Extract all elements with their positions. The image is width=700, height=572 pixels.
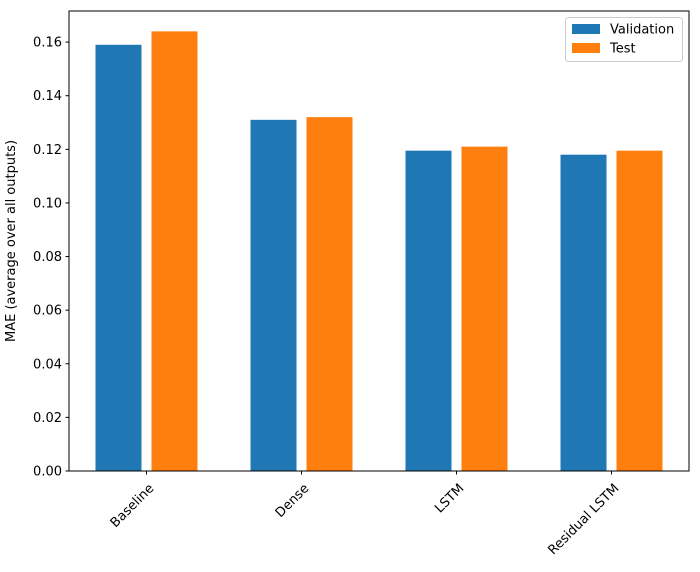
y-tick-label: 0.16 [33,36,62,51]
bar-test-residual-lstm [616,150,663,472]
legend-label-validation: Validation [610,23,674,38]
y-tick-label: 0.08 [33,250,62,265]
bar-test-lstm [461,146,508,471]
x-tick-label-dense: Dense [273,481,313,521]
bar-validation-dense [250,119,297,471]
y-axis-label: MAE (average over all outputs) [4,140,19,342]
y-tick-label: 0.06 [33,304,62,319]
legend-swatch-test [572,43,600,53]
bar-validation-baseline [95,44,142,472]
legend: Validation Test [565,17,683,62]
legend-label-test: Test [609,42,636,57]
x-tick-label-baseline: Baseline [108,481,158,531]
y-tick-label: 0.14 [33,89,62,104]
y-tick-label: 0.00 [33,465,62,480]
y-tick-label: 0.02 [33,411,62,426]
y-tick-label: 0.10 [33,196,62,211]
legend-swatch-validation [572,24,600,34]
bar-test-baseline [151,31,198,472]
y-tick-label: 0.12 [33,143,62,158]
bar-validation-lstm [405,150,452,472]
bar-test-dense [306,117,353,472]
x-tick-label-lstm: LSTM [432,481,467,516]
plot-frame [68,10,690,472]
y-tick-label: 0.04 [33,357,62,372]
bar-validation-residual-lstm [560,154,607,471]
x-tick-label-residual-lstm: Residual LSTM [545,481,622,558]
